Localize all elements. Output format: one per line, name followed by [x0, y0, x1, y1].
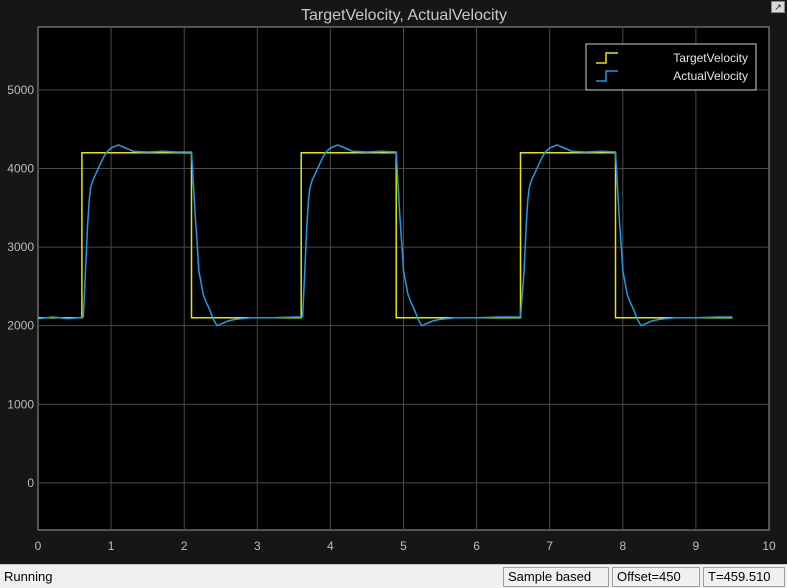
y-tick-label: 1000	[7, 397, 34, 411]
series-lines	[37, 144, 733, 327]
x-tick-label: 4	[327, 539, 334, 553]
x-tick-label: 8	[619, 539, 626, 553]
offset-indicator: Offset=450	[612, 567, 700, 587]
y-tick-label: 5000	[7, 83, 34, 97]
status-text: Running	[4, 569, 53, 584]
x-tick-label: 6	[473, 539, 480, 553]
legend-label: TargetVelocity	[673, 51, 748, 65]
y-tick-label: 0	[27, 476, 34, 490]
x-tick-label: 2	[181, 539, 188, 553]
time-indicator: T=459.510	[703, 567, 785, 587]
x-tick-label: 0	[35, 539, 42, 553]
x-tick-label: 1	[108, 539, 115, 553]
tick-labels: 0 1 2 3 4 5 6 7 8 9 10 0 1000 2000 3000 4000 5000	[7, 83, 776, 553]
legend-swatch	[596, 70, 618, 82]
x-tick-label: 9	[693, 539, 700, 553]
status-bar: Running Sample based Offset=450 T=459.51…	[0, 564, 787, 588]
legend-swatch	[596, 52, 618, 64]
x-tick-label: 7	[546, 539, 553, 553]
series-line-actualvelocity	[37, 144, 733, 327]
y-tick-label: 3000	[7, 240, 34, 254]
scope-window: 0 1 2 3 4 5 6 7 8 9 10 0 1000 2000 3000 4000 5000 Target…	[0, 0, 787, 564]
y-tick-label: 4000	[7, 161, 34, 175]
chart-title: TargetVelocity, ActualVelocity	[301, 7, 507, 24]
chart: 0 1 2 3 4 5 6 7 8 9 10 0 1000 2000 3000 4000 5000 Target…	[7, 7, 776, 553]
y-tick-label: 2000	[7, 319, 34, 333]
x-tick-label: 5	[400, 539, 407, 553]
x-tick-label: 10	[762, 539, 776, 553]
legend-label: ActualVelocity	[673, 69, 748, 83]
legend-box	[585, 43, 757, 91]
sample-mode-indicator[interactable]: Sample based	[503, 567, 609, 587]
series-line-targetvelocity	[38, 152, 733, 319]
legend: TargetVelocity ActualVelocity	[585, 43, 757, 91]
x-tick-label: 3	[254, 539, 261, 553]
grid	[38, 27, 769, 530]
undock-arrow-icon[interactable]: ↗	[771, 1, 785, 13]
